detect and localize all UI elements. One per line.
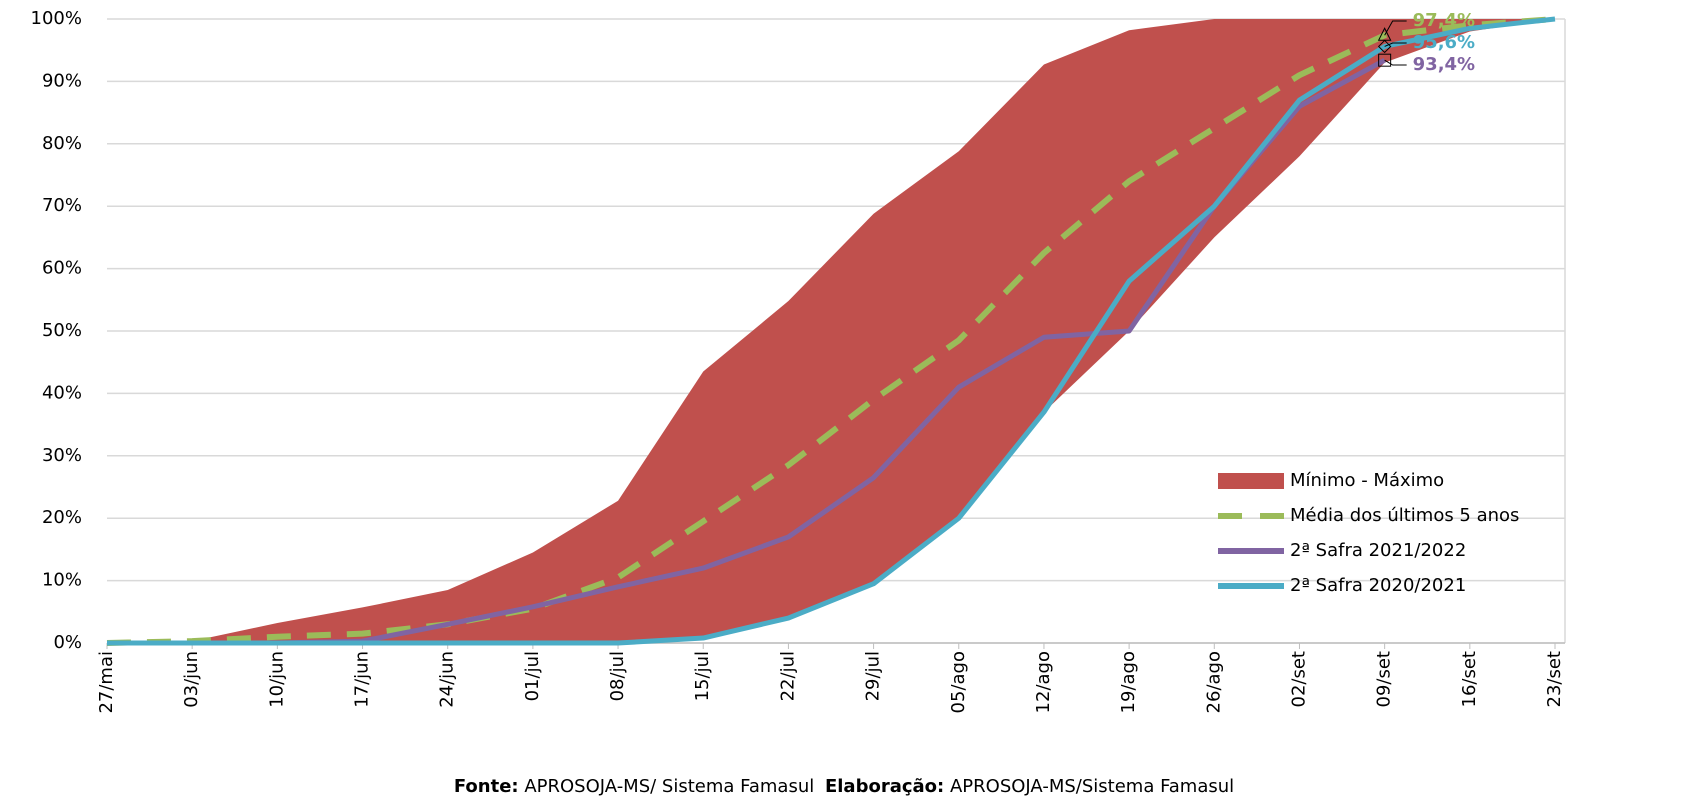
x-tick-label: 17/jun bbox=[352, 651, 373, 708]
y-tick-label: 30% bbox=[42, 445, 82, 466]
y-tick-label: 80% bbox=[42, 133, 82, 154]
x-tick-label: 12/ago bbox=[1033, 651, 1054, 713]
x-tick-label: 16/set bbox=[1459, 651, 1480, 707]
leader-line bbox=[1384, 20, 1407, 36]
x-tick-label: 29/jul bbox=[863, 651, 884, 701]
x-tick-label: 23/set bbox=[1544, 651, 1565, 707]
x-tick-label: 15/jul bbox=[692, 651, 713, 701]
y-tick-label: 60% bbox=[42, 258, 82, 279]
x-tick-label: 05/ago bbox=[948, 651, 969, 713]
source: APROSOJA-MS/ Sistema Famasul bbox=[524, 776, 815, 797]
author-label: Elaboração: bbox=[824, 776, 945, 797]
marker bbox=[1378, 53, 1392, 67]
x-tick-label: 03/jun bbox=[181, 651, 202, 708]
y-tick-label: 20% bbox=[42, 507, 82, 528]
x-tick-label: 01/jul bbox=[522, 651, 543, 701]
x-tick-label: 26/ago bbox=[1203, 651, 1224, 713]
data-label: 93,4% bbox=[1413, 54, 1475, 75]
x-tick-label: 27/mai bbox=[96, 651, 117, 714]
data-label: 95,6% bbox=[1413, 32, 1475, 53]
range-area bbox=[107, 19, 1555, 643]
y-tick-label: 40% bbox=[42, 382, 82, 403]
data-label: 97,4% bbox=[1413, 10, 1475, 31]
footer: Fonte: APROSOJA-MS/ Sistema Famasul Elab… bbox=[0, 776, 1693, 797]
x-tick-label: 24/jun bbox=[437, 651, 458, 708]
x-tick-label: 22/jul bbox=[777, 651, 798, 701]
series-line bbox=[107, 16, 1556, 646]
leader-line bbox=[1384, 59, 1407, 66]
legend-label: Média dos últimos 5 anos bbox=[1290, 505, 1519, 526]
x-tick-label: 10/jun bbox=[266, 651, 287, 708]
y-tick-label: 100% bbox=[31, 8, 82, 29]
legend-label: 2ª Safra 2021/2022 bbox=[1290, 540, 1466, 561]
legend-swatch bbox=[1218, 473, 1284, 489]
x-tick-label: 08/jul bbox=[607, 651, 628, 701]
source-label: Fonte: bbox=[453, 776, 519, 797]
y-tick-label: 50% bbox=[42, 320, 82, 341]
legend-label: 2ª Safra 2020/2021 bbox=[1290, 575, 1466, 596]
chart: 0% 10% 20% 30% 40% 50% 60% 70% 80% 90% 100% 27/mai 0… bbox=[31, 8, 1566, 714]
y-tick-label: 10% bbox=[42, 570, 82, 591]
author: APROSOJA-MS/Sistema Famasul bbox=[949, 776, 1235, 797]
x-tick-label: 09/set bbox=[1374, 651, 1395, 707]
legend-label: Mínimo - Máximo bbox=[1290, 470, 1444, 491]
x-tick-label: 19/ago bbox=[1118, 651, 1139, 713]
leader-line bbox=[1384, 42, 1407, 47]
y-tick-label: 0% bbox=[53, 632, 82, 653]
y-tick-label: 70% bbox=[42, 195, 82, 216]
y-tick-label: 90% bbox=[42, 70, 82, 91]
series-line bbox=[106, 16, 1556, 646]
x-tick-label: 02/set bbox=[1288, 651, 1309, 707]
